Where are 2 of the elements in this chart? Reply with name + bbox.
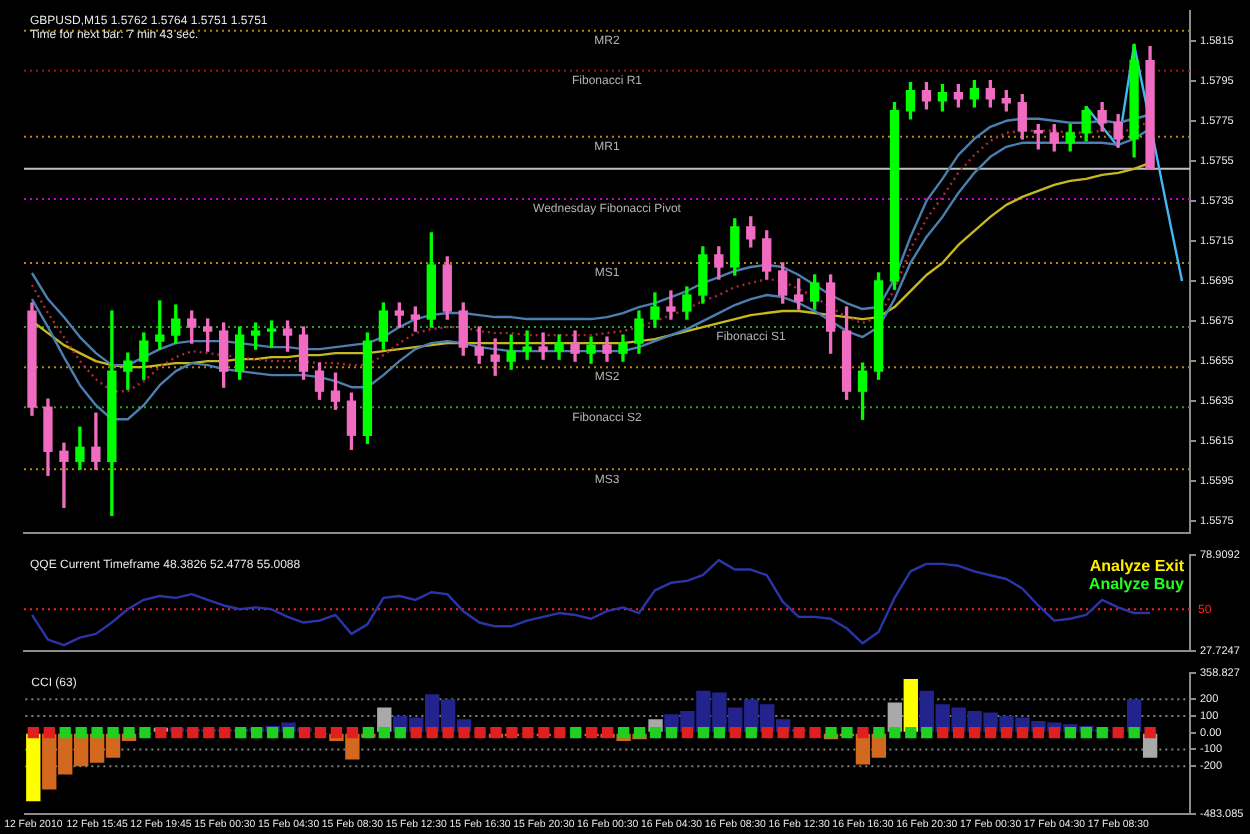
annotation: Analyze Exit [1089, 557, 1185, 576]
annotation: Analyze Buy [1088, 575, 1186, 594]
